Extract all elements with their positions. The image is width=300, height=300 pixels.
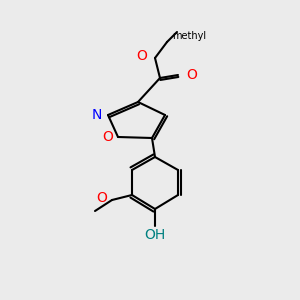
Text: O: O	[136, 49, 147, 63]
Text: O: O	[186, 68, 197, 82]
Text: O: O	[96, 191, 107, 205]
Text: methyl: methyl	[172, 31, 206, 41]
Text: OH: OH	[144, 228, 166, 242]
Text: O: O	[102, 130, 113, 144]
Text: N: N	[92, 108, 102, 122]
